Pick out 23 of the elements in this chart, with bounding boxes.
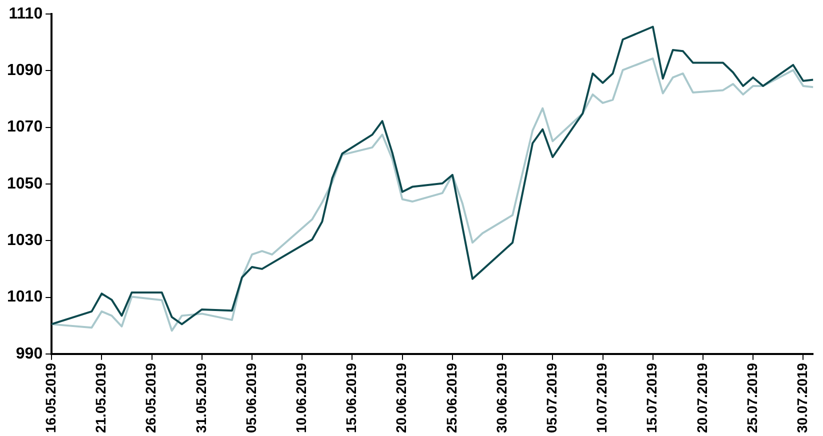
x-tick-label: 20.06.2019 (393, 362, 410, 434)
x-tick-label: 05.07.2019 (544, 362, 560, 434)
y-tick-label: 1010 (7, 288, 43, 306)
x-tick-label: 30.07.2019 (794, 362, 810, 434)
x-tick-label: 15.07.2019 (644, 362, 660, 434)
x-tick-label: 10.07.2019 (594, 362, 610, 434)
y-tick-label: 1030 (7, 232, 43, 250)
x-tick-label: 15.06.2019 (343, 362, 360, 434)
x-tick-label: 21.05.2019 (92, 362, 109, 434)
x-tick-label: 10.06.2019 (292, 362, 309, 434)
y-tick-label: 1050 (7, 175, 43, 192)
y-tick-label: 990 (16, 345, 43, 362)
x-tick-label: 31.05.2019 (192, 362, 209, 434)
x-tick-label: 26.05.2019 (142, 362, 159, 434)
y-tick-label: 1110 (8, 5, 43, 22)
x-tick-label: 16.05.2019 (42, 362, 58, 434)
x-tick-label: 25.07.2019 (744, 362, 760, 434)
x-tick-label: 05.06.2019 (242, 362, 259, 434)
x-tick-label: 25.06.2019 (443, 362, 460, 434)
x-tick-label: 20.07.2019 (694, 362, 710, 434)
y-tick-label: 1070 (7, 118, 43, 136)
y-tick-label: 1090 (7, 62, 43, 80)
x-tick-label: 30.06.2019 (493, 362, 510, 434)
